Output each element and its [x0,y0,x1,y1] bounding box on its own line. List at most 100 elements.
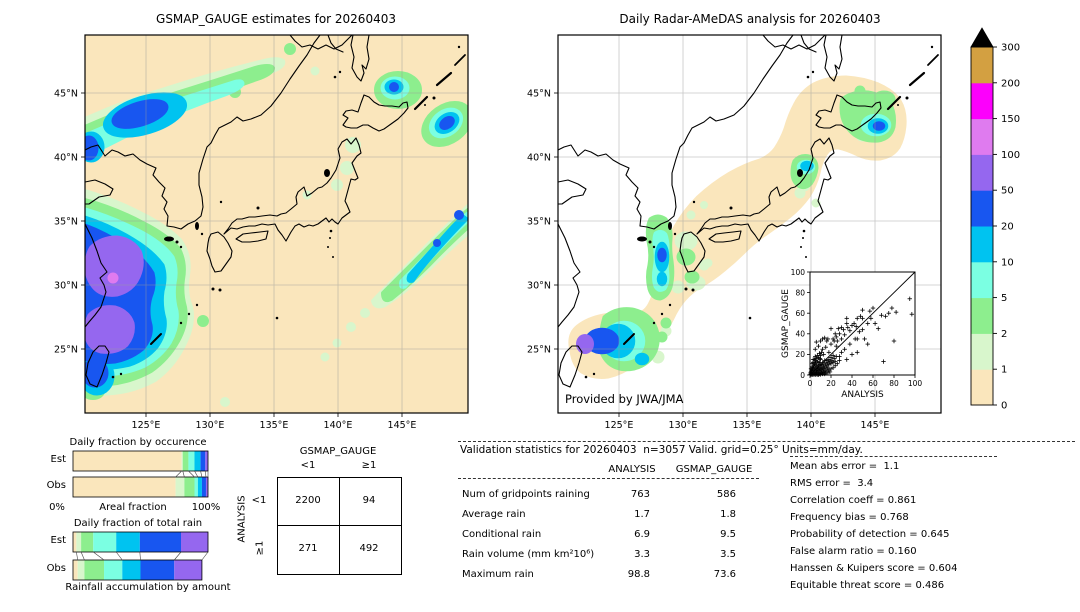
contingency-cell-false: 94 [362,495,376,506]
contingency-col-title: GSMAP_GAUGE [299,446,377,457]
totalrain-obs-label: Obs [46,563,66,574]
score-line: Frequency bias = 0.768 [790,512,909,523]
svg-text:40: 40 [795,330,805,339]
stats-row-gsmap-value: 586 [716,489,736,500]
svg-text:135°E: 135°E [733,420,762,431]
stats-row-gsmap-value: 1.8 [720,509,736,520]
score-line: Correlation coeff = 0.861 [790,495,916,506]
stats-row-analysis-value: 763 [630,489,650,500]
svg-text:140°E: 140°E [324,420,353,431]
contingency-grid-hline [278,525,401,526]
svg-text:25°N: 25°N [54,345,78,356]
contingency-grid [277,477,402,575]
credit-text: Provided by JWA/JMA [565,392,684,406]
contingency-col-label-lt1: <1 [300,460,316,471]
svg-text:50: 50 [1001,186,1014,197]
stats-row-label: Num of gridpoints raining [462,489,590,500]
svg-text:45°N: 45°N [527,89,551,100]
score-line: Probability of detection = 0.645 [790,529,950,540]
equals-sign: = [876,546,885,557]
svg-text:20: 20 [1001,222,1014,233]
equals-sign: = [868,461,878,472]
score-label: Frequency bias [790,512,866,523]
occurrence-chart-title: Daily fraction by occurence [69,437,207,448]
svg-text:150: 150 [1001,114,1020,125]
totalrain-chart-title: Daily fraction of total rain [73,518,203,529]
equals-sign: = [876,495,885,506]
svg-text:130°E: 130°E [669,420,698,431]
svg-text:40°N: 40°N [527,153,551,164]
score-line: Equitable threat score = 0.486 [790,580,944,591]
score-label: Correlation coeff [790,495,873,506]
svg-text:125°E: 125°E [132,420,161,431]
occurrence-x-min: 0% [49,502,65,513]
score-value: 0.486 [915,580,945,591]
validation-title: Validation statistics for 20260403 n=305… [460,444,863,456]
stats-divider-scores [790,456,997,457]
svg-text:80: 80 [889,379,899,388]
svg-text:100: 100 [908,379,923,388]
svg-text:45°N: 45°N [54,89,78,100]
contingency-row-label-ge1: ≥1 [254,540,266,556]
stats-row-gsmap-value: 73.6 [713,569,736,580]
occurrence-x-max: 100% [191,502,221,513]
equals-sign: = [868,512,877,523]
contingency-row-title: ANALYSIS [236,495,248,543]
svg-text:GSMAP_GAUGE: GSMAP_GAUGE [781,289,791,358]
svg-text:100: 100 [791,268,806,277]
map-axis-ticks: 125°E 130°E 135°E 140°E 145°E 45°N 40°N 35°N 30°… [54,89,889,432]
occurrence-x-label: Areal fraction [99,502,167,513]
svg-text:0: 0 [808,379,813,388]
contingency-col-label-ge1: ≥1 [361,460,377,471]
stats-col-analysis: ANALYSIS [608,464,656,475]
contingency-cell-hits: 492 [359,543,379,554]
svg-text:30°N: 30°N [54,281,78,292]
svg-text:300: 300 [1001,43,1020,54]
score-label: Equitable threat score [790,580,901,591]
stats-row-analysis-value: 1.7 [634,509,650,520]
svg-text:135°E: 135°E [260,420,289,431]
svg-text:5: 5 [1001,293,1007,304]
svg-text:10: 10 [1001,257,1014,268]
stats-row-gsmap-value: 9.5 [720,529,736,540]
equals-sign: = [842,478,851,489]
score-value: 0.160 [888,546,917,557]
svg-text:60: 60 [795,309,805,318]
stats-row-analysis-value: 6.9 [634,529,650,540]
svg-text:35°N: 35°N [54,217,78,228]
score-line: Hanssen & Kuipers score = 0.604 [790,563,958,574]
contingency-cell-hits-none: 2200 [295,495,321,506]
score-value: 0.861 [887,495,917,506]
svg-text:40°N: 40°N [54,153,78,164]
svg-text:35°N: 35°N [527,217,551,228]
contingency-cell-miss: 271 [298,543,318,554]
svg-text:30°N: 30°N [527,281,551,292]
stats-row-analysis-value: 3.3 [634,549,650,560]
occurrence-obs-label: Obs [46,480,66,491]
stats-col-gsmap: GSMAP_GAUGE [675,464,753,475]
svg-text:60: 60 [868,379,878,388]
svg-text:0: 0 [1001,401,1007,412]
score-line: Mean abs error = 1.1 [790,461,899,472]
equals-sign: = [903,580,913,591]
contingency-grid-vline [339,478,340,574]
equals-sign: = [917,563,926,574]
stats-row-gsmap-value: 3.5 [720,549,736,560]
score-value: 0.604 [928,563,958,574]
score-label: RMS error [790,478,840,489]
totalrain-caption: Rainfall accumulation by amount [65,582,231,593]
svg-text:2: 2 [1001,329,1007,340]
score-value: 1.1 [883,461,900,472]
svg-text:130°E: 130°E [196,420,225,431]
fraction-bar-charts [72,450,209,581]
stats-divider-top [458,441,1075,442]
score-value: 0.645 [920,529,950,540]
svg-text:145°E: 145°E [388,420,417,431]
gsmap-map-panel [84,34,469,414]
contingency-row-label-lt1: <1 [251,495,267,506]
svg-text:ANALYSIS: ANALYSIS [841,390,884,400]
score-line: False alarm ratio = 0.160 [790,546,917,557]
score-label: False alarm ratio [790,546,874,557]
